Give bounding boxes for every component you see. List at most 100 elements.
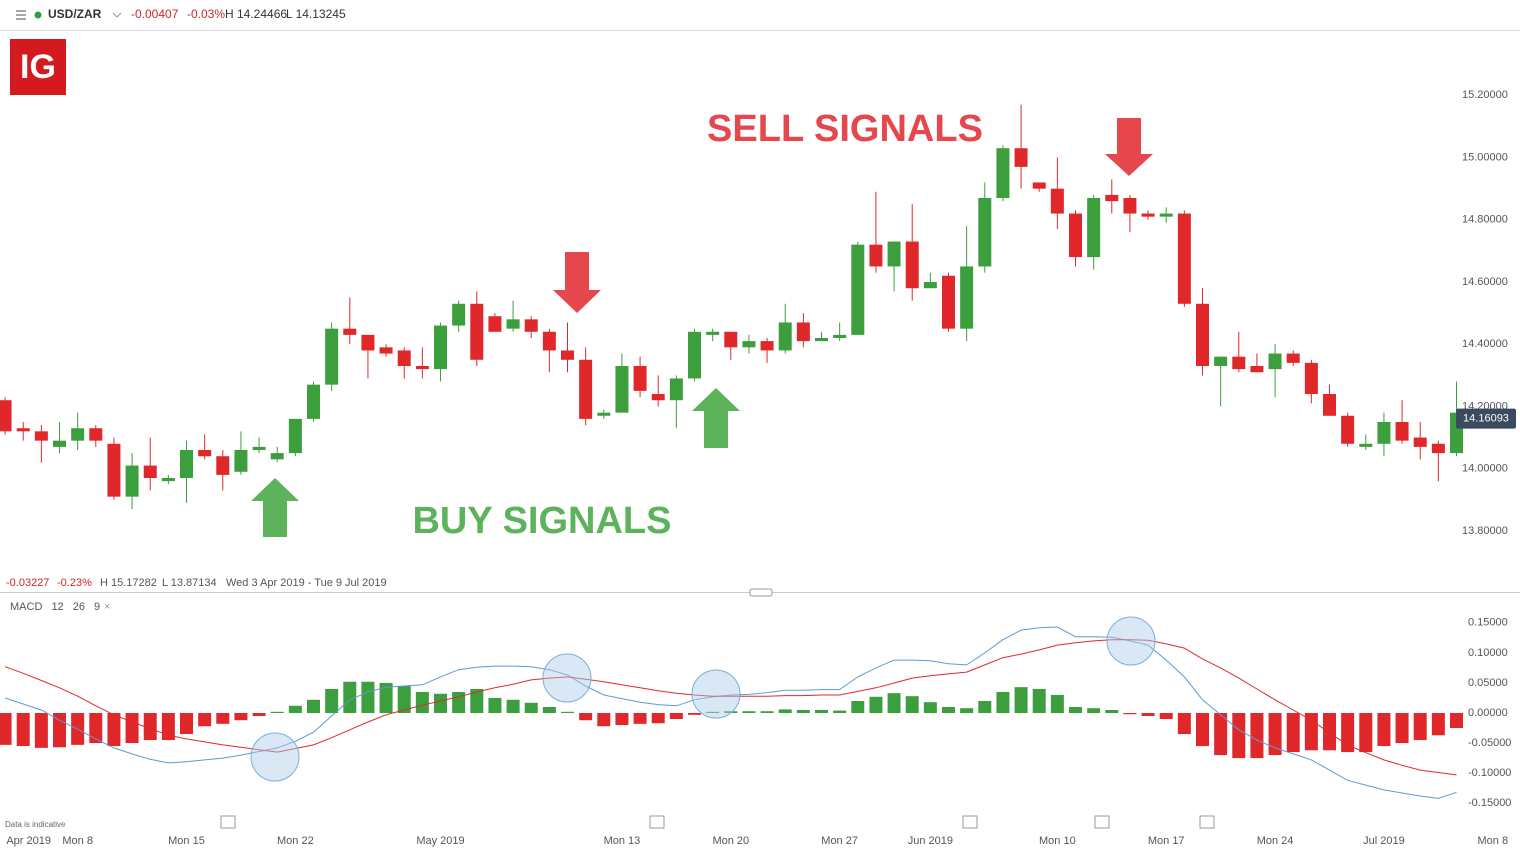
symbol[interactable]: USD/ZAR (48, 7, 102, 21)
histogram-bar (1250, 713, 1264, 759)
candle-body (125, 465, 139, 497)
candle-body (198, 450, 212, 457)
histogram-bar (270, 711, 284, 714)
x-tick-label: Mon 20 (712, 835, 749, 847)
histogram-bar (161, 713, 175, 741)
range-low: L 13.87134 (162, 577, 217, 589)
logo-box (10, 39, 66, 95)
y-tick-label: 15.00000 (1462, 151, 1508, 163)
candle-body (742, 341, 756, 348)
x-tick-label: Mon 13 (604, 835, 641, 847)
histogram-bar (1377, 713, 1391, 747)
candle-body (1413, 437, 1427, 447)
candle-body (16, 428, 30, 432)
candle-body (1395, 422, 1409, 441)
y-tick-label: 15.20000 (1462, 89, 1508, 101)
y-tick-label: 14.60000 (1462, 276, 1508, 288)
range-change: -0.03227 (6, 577, 49, 589)
histogram-bar (1286, 713, 1300, 753)
histogram-bar (1232, 713, 1246, 759)
candle-body (1141, 213, 1155, 217)
candle-body (615, 366, 629, 413)
histogram-bar (996, 691, 1010, 714)
pane-resize-handle[interactable] (749, 588, 773, 597)
histogram-bar (89, 713, 103, 744)
candle-body (905, 241, 919, 289)
histogram-bar (1304, 713, 1318, 751)
histogram-bar (0, 713, 12, 745)
histogram-bar (506, 699, 520, 714)
histogram-bar (397, 685, 411, 714)
x-tick-label: Mon 22 (277, 835, 314, 847)
y-tick-label: 0.00000 (1468, 707, 1508, 719)
candle-body (270, 453, 284, 460)
candle-body (524, 319, 538, 332)
histogram-bar (1159, 713, 1173, 720)
candle-body (1177, 213, 1191, 304)
histogram-bar (597, 713, 611, 727)
menu-icon[interactable] (16, 10, 26, 20)
histogram-bar (16, 713, 30, 747)
histogram-bar (796, 710, 810, 714)
histogram-bar (107, 713, 121, 747)
candle-body (71, 428, 85, 441)
candle-body (325, 328, 339, 385)
last-price-box (1456, 408, 1516, 429)
candle-body (379, 347, 393, 354)
candle-body (143, 465, 157, 478)
y-tick-label: -0.05000 (1468, 737, 1511, 749)
candle-body (651, 394, 665, 401)
candle-body (942, 275, 956, 329)
candle-body (815, 338, 829, 342)
candle-body (1196, 303, 1210, 366)
candle-body (1214, 356, 1228, 366)
x-tick-label: Mon 8 (62, 835, 93, 847)
candle-body (851, 244, 865, 335)
candle-body (288, 418, 302, 454)
candle-body (89, 428, 103, 441)
buy-arrow (692, 388, 740, 448)
histogram-bar (234, 713, 248, 721)
histogram-bar (325, 688, 339, 714)
candle-body (960, 266, 974, 329)
candle-body (1159, 213, 1173, 217)
histogram-bar (125, 713, 139, 744)
candle-body (869, 244, 883, 267)
candle-body (1105, 194, 1119, 202)
candle-body (1268, 353, 1282, 370)
candle-body (397, 350, 411, 366)
histogram-bar (180, 713, 194, 735)
candle-body (1359, 443, 1373, 447)
candle-body (1232, 356, 1246, 370)
histogram-bar (34, 713, 48, 748)
symbol-dropdown[interactable] (112, 12, 122, 18)
histogram-bar (1450, 713, 1464, 729)
candle-body (488, 316, 502, 332)
histogram-bar (833, 710, 847, 714)
histogram-bar (778, 709, 792, 714)
histogram-bar (887, 693, 901, 714)
close-indicator[interactable]: × (104, 601, 110, 613)
candle-body (724, 331, 738, 348)
candle-body (1304, 362, 1318, 394)
histogram-bar (1050, 694, 1064, 714)
histogram-bar (379, 682, 393, 714)
candle-body (180, 450, 194, 478)
candle-body (796, 322, 810, 342)
histogram-bar (288, 705, 302, 714)
candle-body (833, 334, 847, 338)
candle-body (996, 148, 1010, 198)
histogram-bar (633, 713, 647, 724)
macd-title: MACD 12 26 9 (10, 601, 100, 613)
y-tick-label: 0.10000 (1468, 647, 1508, 659)
y-tick-label: 0.05000 (1468, 677, 1508, 689)
histogram-bar (561, 711, 575, 714)
histogram-bar (869, 696, 883, 714)
calendar-icons (220, 815, 1215, 829)
candle-body (234, 450, 248, 472)
candle-body (1123, 198, 1137, 214)
histogram-bar (1341, 713, 1355, 753)
histogram-bar (579, 713, 593, 721)
change-percent: -0.03% (187, 7, 225, 21)
